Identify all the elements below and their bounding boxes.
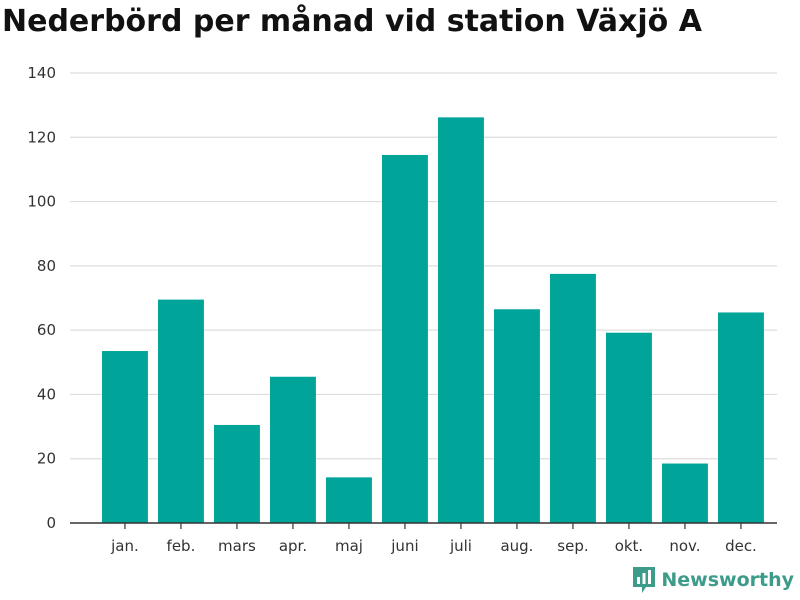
chart-title: Nederbörd per månad vid station Växjö A (2, 4, 702, 39)
y-tick-label: 20 (37, 450, 56, 468)
x-tick-label: maj (335, 537, 363, 555)
bar-9 (550, 273, 596, 523)
x-tick-label: juni (390, 537, 418, 555)
bar-8 (494, 309, 540, 523)
bar-1 (102, 351, 148, 523)
x-tick-label: dec. (725, 537, 757, 555)
y-tick-label: 120 (27, 128, 56, 146)
bar-11 (662, 463, 708, 523)
bar-2 (158, 299, 204, 523)
x-tick-label: feb. (167, 537, 196, 555)
x-tick-label: sep. (557, 537, 588, 555)
bar-12 (718, 312, 764, 523)
y-tick-label: 0 (46, 514, 56, 532)
x-tick-label: apr. (279, 537, 307, 555)
bars (102, 117, 764, 523)
bar-10 (606, 332, 652, 523)
x-tick-label: juli (449, 537, 472, 555)
y-tick-label: 140 (27, 64, 56, 82)
x-tick-label: jan. (110, 537, 139, 555)
y-tick-label: 80 (37, 257, 56, 275)
newsworthy-brand-name: Newsworthy (661, 569, 794, 591)
y-tick-label: 60 (37, 321, 56, 339)
x-tick-label: okt. (615, 537, 644, 555)
x-axis: jan. feb. mars apr. maj juni juli aug. sep. okt. n… (70, 522, 777, 555)
newsworthy-logo-icon (633, 567, 656, 593)
x-tick-label: aug. (500, 537, 533, 555)
y-tick-label: 40 (37, 385, 56, 403)
x-tick-label: mars (218, 537, 256, 555)
bar-3 (214, 424, 260, 523)
newsworthy-logo: Newsworthy (631, 565, 794, 595)
bar-7 (438, 117, 484, 523)
bar-4 (270, 376, 316, 523)
bar-6 (382, 154, 428, 523)
bar-5 (326, 477, 372, 523)
x-tick-label: nov. (669, 537, 700, 555)
y-axis: 0 20 40 60 80 100 120 140 (27, 64, 56, 532)
y-tick-label: 100 (27, 193, 56, 211)
